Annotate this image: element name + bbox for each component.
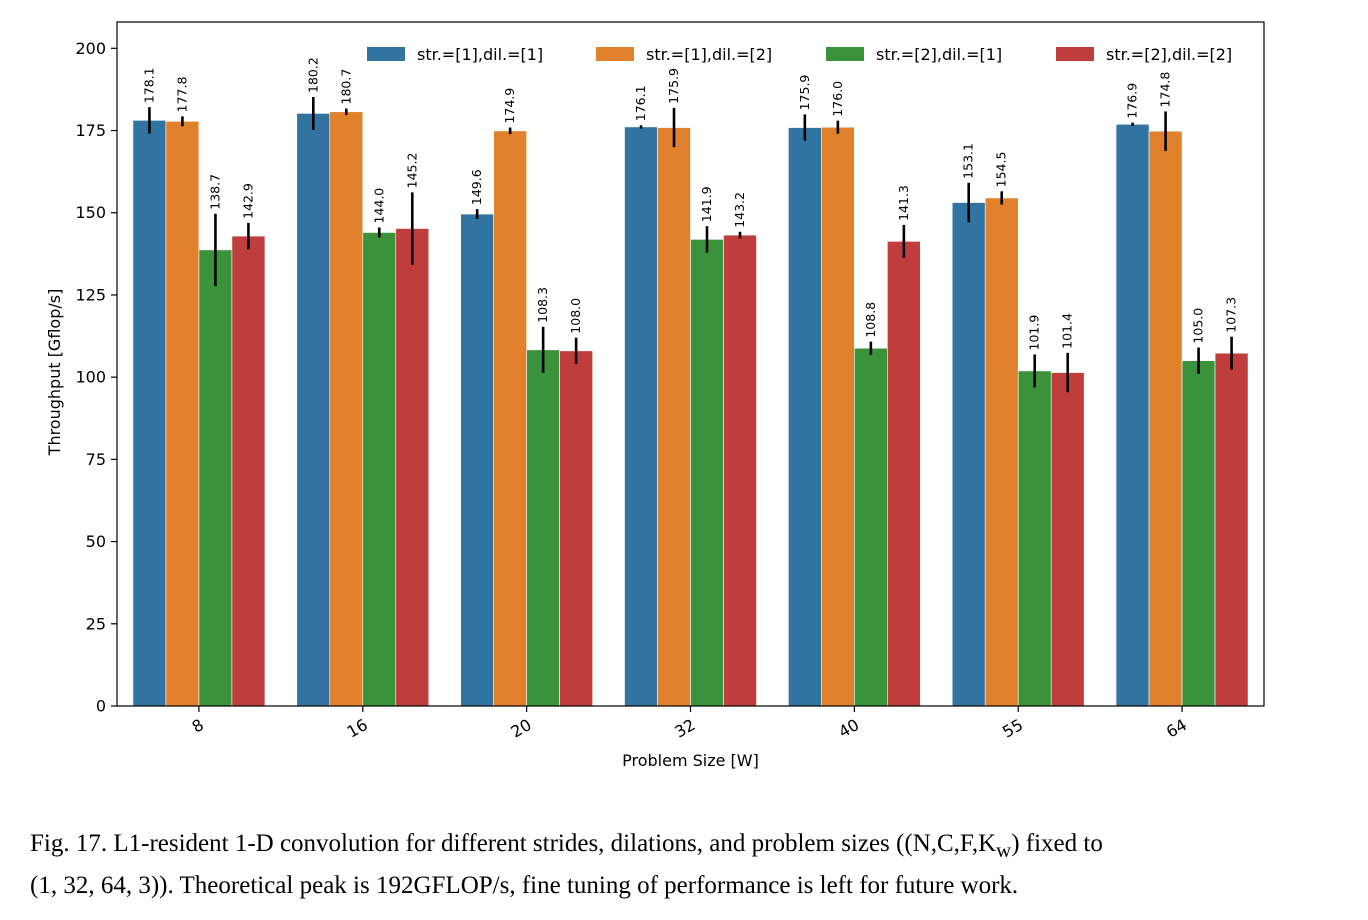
value-label: 154.5 [994, 152, 1009, 188]
legend-label: str.=[1],dil.=[2] [646, 45, 772, 64]
bar [1050, 372, 1085, 707]
value-label: 143.2 [732, 192, 747, 228]
bar [821, 126, 855, 707]
legend-label: str.=[1],dil.=[1] [417, 45, 543, 64]
value-label: 180.2 [305, 57, 320, 93]
bar [132, 120, 167, 707]
legend-swatch [826, 47, 864, 61]
y-tick-label: 25 [86, 614, 106, 633]
value-label: 175.9 [666, 68, 681, 104]
value-label: 174.9 [502, 88, 517, 124]
bar [887, 241, 921, 707]
y-tick-label: 0 [96, 697, 106, 716]
bar [395, 228, 430, 707]
value-label: 174.8 [1158, 72, 1173, 108]
bar [690, 239, 724, 707]
bar [526, 349, 560, 707]
value-label: 178.1 [141, 67, 156, 103]
value-labels-layer: 178.1 180.2 149.6 176.1 175.9 153.1 176.9 177.8… [141, 57, 1238, 350]
bar [559, 350, 593, 707]
value-label: 176.9 [1125, 83, 1140, 119]
figure-caption: Fig. 17. L1-resident 1-D convolution for… [30, 826, 1340, 904]
bar [984, 197, 1019, 707]
legend-label: str.=[2],dil.=[2] [1106, 45, 1232, 64]
legend-swatch [367, 47, 405, 61]
x-tick-label: 16 [344, 715, 371, 742]
bar [362, 232, 397, 707]
value-label: 108.8 [863, 302, 878, 338]
y-tick-label: 175 [75, 121, 106, 140]
x-tick-label: 8 [189, 715, 207, 737]
x-axis: 8 16 20 32 40 55 64 [189, 706, 1190, 742]
value-label: 105.0 [1191, 308, 1206, 344]
value-label: 149.6 [469, 169, 484, 205]
bar [624, 126, 658, 707]
bar [723, 234, 757, 707]
x-tick-label: 64 [1163, 715, 1190, 742]
value-label: 176.1 [633, 85, 648, 121]
value-label: 141.3 [896, 185, 911, 221]
bar [788, 127, 822, 707]
x-tick-label: 20 [508, 715, 535, 742]
bar [296, 113, 331, 707]
bar [1181, 360, 1216, 707]
bar [329, 111, 364, 707]
value-label: 153.1 [961, 143, 976, 179]
y-tick-label: 150 [75, 203, 106, 222]
y-tick-label: 200 [75, 39, 106, 58]
bar [460, 213, 494, 707]
bar [951, 202, 986, 707]
caption-line-2: (1, 32, 64, 3)). Theoretical peak is 192… [30, 872, 1019, 899]
value-label: 101.4 [1060, 313, 1075, 349]
legend: str.=[1],dil.=[1] str.=[1],dil.=[2] str.=[… [367, 45, 1232, 64]
legend-swatch [1056, 47, 1094, 61]
bar [1148, 130, 1183, 707]
x-tick-label: 32 [671, 715, 698, 742]
bar [1017, 370, 1052, 707]
bar [657, 127, 691, 707]
bars-layer [132, 111, 1249, 707]
bar [493, 130, 527, 707]
value-label: 101.9 [1027, 315, 1042, 351]
value-label: 177.8 [174, 77, 189, 113]
value-label: 138.7 [207, 174, 222, 210]
value-label: 175.9 [797, 75, 812, 111]
error-bars-layer [148, 96, 1233, 393]
value-label: 142.9 [240, 183, 255, 219]
y-tick-label: 50 [86, 532, 106, 551]
bar [165, 121, 200, 707]
bar [1115, 123, 1150, 707]
y-tick-label: 125 [75, 285, 106, 304]
x-axis-label: Problem Size [W] [622, 751, 759, 770]
y-axis: 0 25 50 75 100 125 150 175 200 [75, 39, 117, 716]
caption-line-1: Fig. 17. L1-resident 1-D convolution for… [30, 830, 1103, 862]
x-tick-label: 40 [835, 715, 862, 742]
value-label: 145.2 [404, 153, 419, 189]
value-label: 141.9 [699, 186, 714, 222]
value-label: 180.7 [338, 69, 353, 105]
legend-swatch [596, 47, 634, 61]
value-label: 176.0 [830, 81, 845, 117]
value-label: 107.3 [1224, 297, 1239, 333]
y-axis-label: Throughput [Gflop/s] [45, 289, 64, 457]
bar [231, 235, 266, 707]
bar [854, 347, 888, 707]
value-label: 108.0 [568, 298, 583, 334]
value-label: 144.0 [371, 188, 386, 224]
value-label: 108.3 [535, 287, 550, 323]
bar [1214, 352, 1249, 707]
y-tick-label: 75 [86, 450, 106, 469]
x-tick-label: 55 [999, 715, 1026, 742]
bar [198, 249, 233, 707]
legend-label: str.=[2],dil.=[1] [876, 45, 1002, 64]
y-tick-label: 100 [75, 368, 106, 387]
